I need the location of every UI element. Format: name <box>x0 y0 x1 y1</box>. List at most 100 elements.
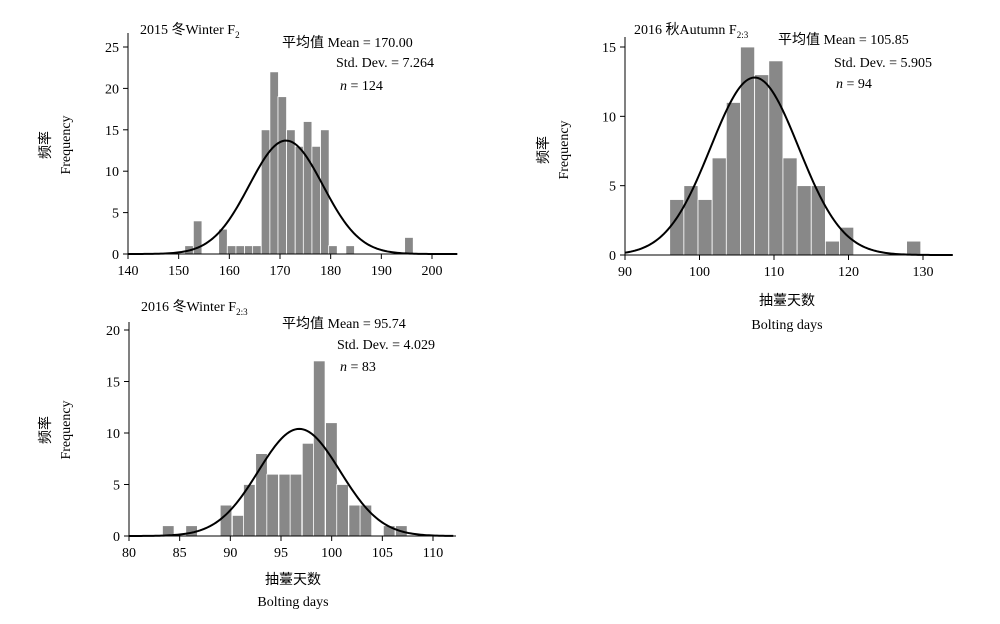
x-ticks-panel-2: 90 100 110 120 130 <box>618 255 934 280</box>
histogram-bar <box>345 245 355 255</box>
histogram-bar <box>311 145 321 255</box>
histogram-bar <box>260 129 271 255</box>
histogram-bar <box>278 473 292 537</box>
y-tick-label: 25 <box>105 41 119 56</box>
y-tick-label: 15 <box>106 376 120 391</box>
histogram-bar <box>404 237 414 255</box>
y-label-en-panel-3: Frequency <box>59 400 74 459</box>
x-label-en-panel-3: Bolting days <box>257 595 328 610</box>
histogram-bar <box>231 515 245 537</box>
histogram-bar <box>359 504 373 537</box>
normal-curve-panel-3 <box>129 427 454 537</box>
x-tick-label: 90 <box>618 265 632 280</box>
y-tick-label: 10 <box>105 165 119 180</box>
x-tick-label: 110 <box>764 265 784 280</box>
n-label-panel-1: n = 124 <box>340 79 383 94</box>
y-tick-label: 10 <box>602 110 616 125</box>
std-label-panel-1: Std. Dev. = 7.264 <box>336 56 434 71</box>
histogram-bar <box>266 473 279 537</box>
y-tick-label: 15 <box>602 41 616 56</box>
histogram-bar <box>313 360 326 537</box>
x-ticks-panel-3: 80 85 90 95 100 105 110 <box>122 536 443 561</box>
x-tick-label: 100 <box>689 265 710 280</box>
y-ticks-panel-1: 0 5 10 15 20 25 <box>105 41 128 263</box>
y-tick-label: 15 <box>105 124 119 139</box>
y-label-en-panel-2: Frequency <box>557 120 572 179</box>
x-label-en-panel-2: Bolting days <box>751 318 822 333</box>
histogram-bar <box>302 121 313 255</box>
x-tick-label: 190 <box>371 264 392 279</box>
histogram-bar <box>325 422 338 537</box>
panel-2016-winter: 0 5 10 15 20 80 85 90 95 100 105 110 2016 冬Winter … <box>37 299 456 610</box>
histogram-bar <box>796 185 812 256</box>
histogram-bar <box>825 240 840 256</box>
histogram-bar <box>348 504 361 537</box>
histogram-bar <box>286 129 296 255</box>
title-panel-2: 2016 秋Autumn F2:3 <box>634 22 749 40</box>
bars-panel-3 <box>162 360 408 537</box>
histogram-bar <box>244 245 254 255</box>
y-tick-label: 10 <box>106 427 120 442</box>
histogram-bar <box>906 240 922 256</box>
mean-label-panel-3: 平均值 Mean = 95.74 <box>282 316 406 332</box>
y-tick-label: 5 <box>112 207 119 222</box>
y-tick-label: 20 <box>105 82 119 97</box>
mean-label-panel-2: 平均值 Mean = 105.85 <box>778 32 909 48</box>
histogram-bar <box>269 71 279 255</box>
x-tick-label: 105 <box>372 546 393 561</box>
x-tick-label: 170 <box>270 264 291 279</box>
x-label-cn-panel-2: 抽薹天数 <box>759 293 815 309</box>
n-label-panel-3: n = 83 <box>340 360 376 375</box>
histogram-bar <box>218 228 228 255</box>
bars-panel-1 <box>184 71 414 255</box>
x-label-cn-panel-3: 抽薹天数 <box>265 572 321 588</box>
histogram-bar <box>711 157 727 256</box>
histogram-bar <box>277 96 287 255</box>
y-tick-label: 0 <box>609 249 616 264</box>
histogram-bar <box>683 185 699 256</box>
histogram-bar <box>810 185 826 256</box>
histogram-bar <box>320 129 330 255</box>
x-tick-label: 110 <box>423 546 443 561</box>
histogram-bar <box>328 245 338 255</box>
title-panel-3: 2016 冬Winter F2:3 <box>141 299 248 317</box>
x-tick-label: 85 <box>173 546 187 561</box>
x-tick-label: 90 <box>223 546 237 561</box>
x-tick-label: 100 <box>321 546 342 561</box>
y-label-cn-panel-3: 频率 <box>37 416 54 444</box>
x-ticks-panel-1: 140 150 160 170 180 190 200 <box>118 254 443 279</box>
histogram-bar <box>252 245 262 255</box>
n-label-panel-2: n = 94 <box>836 77 872 92</box>
histogram-bar <box>235 245 245 255</box>
x-tick-label: 120 <box>838 265 859 280</box>
x-tick-label: 200 <box>422 264 443 279</box>
normal-curve-panel-2 <box>624 76 953 256</box>
histogram-bar <box>336 484 349 537</box>
histogram-bar <box>669 199 685 256</box>
x-tick-label: 180 <box>320 264 341 279</box>
normal-curve-panel-1 <box>128 139 458 255</box>
std-label-panel-3: Std. Dev. = 4.029 <box>337 338 435 353</box>
y-tick-label: 0 <box>113 530 120 545</box>
mean-label-panel-1: 平均值 Mean = 170.00 <box>282 35 413 51</box>
x-tick-label: 130 <box>913 265 934 280</box>
y-label-cn-panel-2: 频率 <box>535 136 552 164</box>
x-tick-label: 160 <box>219 264 240 279</box>
bars-panel-2 <box>669 46 922 256</box>
y-ticks-panel-3: 0 5 10 15 20 <box>106 324 129 545</box>
histogram-bar <box>301 442 315 537</box>
histogram-bar <box>697 199 713 256</box>
std-label-panel-2: Std. Dev. = 5.905 <box>834 56 932 71</box>
histogram-bar <box>754 74 770 256</box>
y-tick-label: 20 <box>106 324 120 339</box>
histogram-bar <box>725 102 741 256</box>
panel-2015-winter: 0 5 10 15 20 25 140 150 160 170 180 190 200 2015 冬W… <box>37 22 458 279</box>
histogram-bar <box>289 473 303 537</box>
y-label-cn-panel-1: 频率 <box>37 131 54 159</box>
histogram-bar <box>294 145 305 255</box>
title-panel-1: 2015 冬Winter F2 <box>140 22 240 40</box>
x-tick-label: 80 <box>122 546 136 561</box>
x-tick-label: 150 <box>168 264 189 279</box>
